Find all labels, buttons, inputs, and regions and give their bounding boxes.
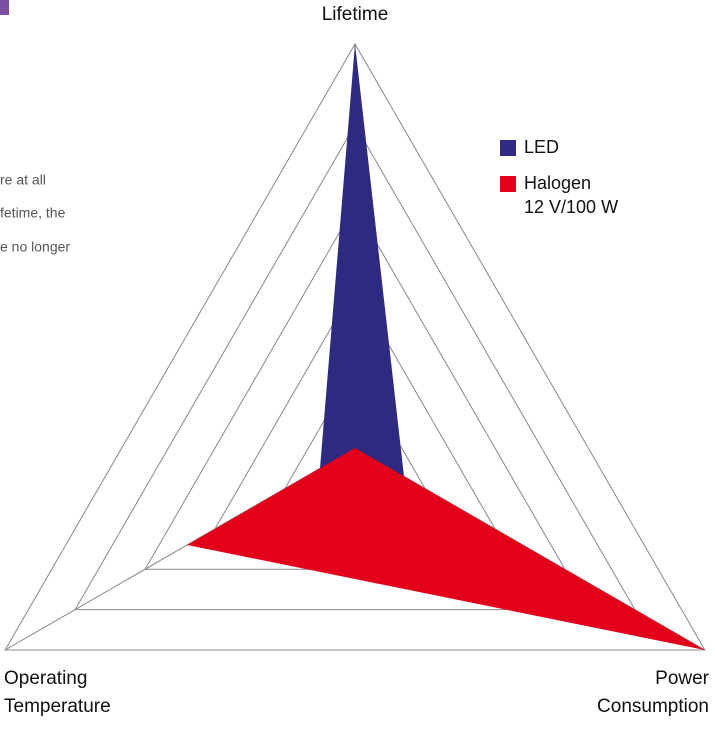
legend-label: Halogen 12 V/100 W [524,173,618,217]
thumbnail-edge [0,0,9,15]
side-text: re at all fetime, the e no longer [0,172,70,255]
series-area [320,44,404,477]
legend-label: LED [524,137,559,157]
side-text-line: re at all [0,172,46,188]
grid-ring [74,123,636,611]
axis-label: Lifetime [322,4,389,25]
legend-swatch [500,176,516,192]
series-area [187,448,705,650]
axis-spoke [4,447,356,651]
side-text-line: e no longer [0,239,70,255]
axis-label: Power Consumption [597,668,710,717]
side-text-line: fetime, the [0,205,66,221]
axis-label: Operating Temperature [4,668,111,717]
legend-swatch [500,140,516,156]
grid-ring [4,43,706,651]
